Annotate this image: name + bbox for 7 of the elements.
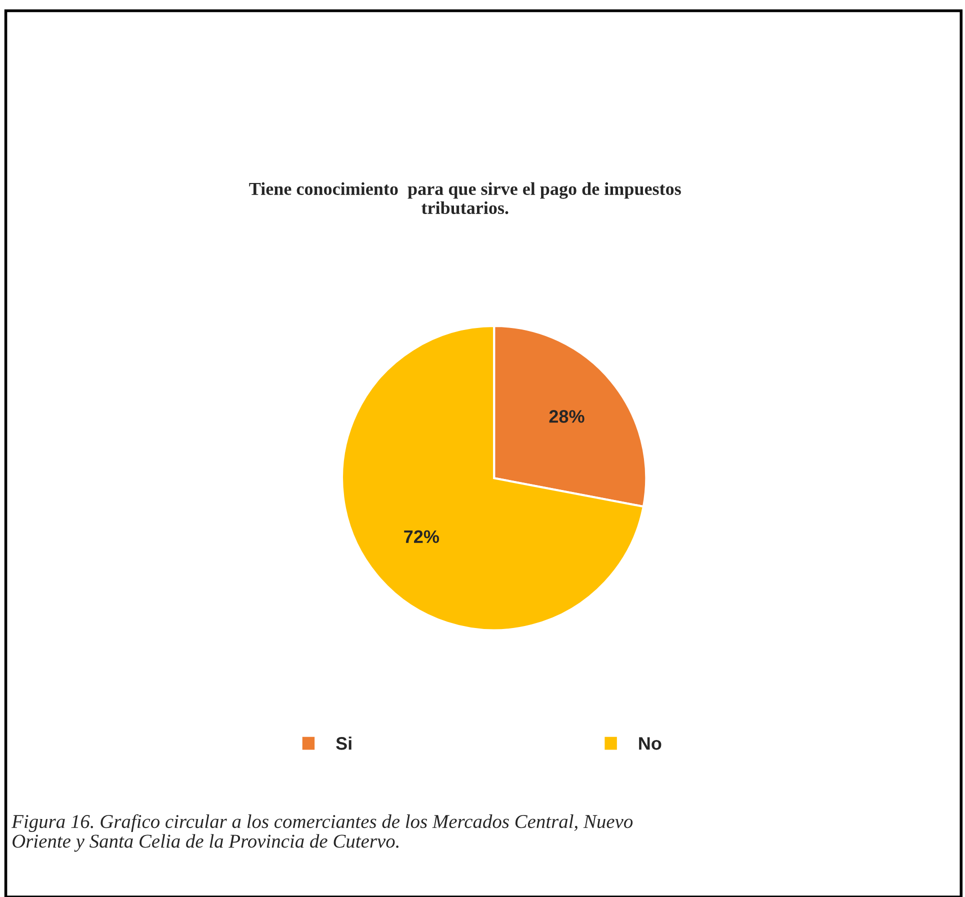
data-label: 72% (404, 530, 440, 544)
pie-slice (340, 324, 645, 632)
chart-title: Tiene conocimiento para que sirve el pago de impuestos tributarios. (249, 182, 681, 214)
legend-label: Si (336, 736, 352, 750)
data-label: 28% (549, 410, 584, 423)
legend-label: No (639, 737, 662, 750)
text: Figura 16. Grafico circular a los comerciantes de los Mercados Central, Nuevo Oriente y Santa Celia de la Provincia de Cutervo. (11, 814, 633, 852)
